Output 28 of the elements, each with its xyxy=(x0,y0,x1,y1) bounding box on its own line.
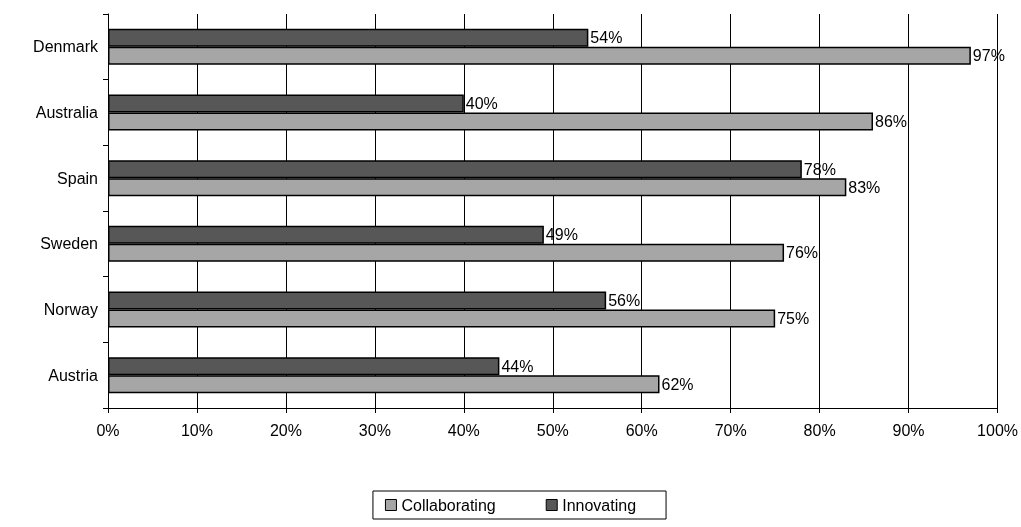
x-tick-label: 90% xyxy=(892,421,925,439)
x-tick-label: 30% xyxy=(358,421,391,439)
data-label: 62% xyxy=(661,375,694,393)
y-tick-label: Denmark xyxy=(33,38,99,56)
data-label: 56% xyxy=(608,292,641,309)
x-tick-label: 70% xyxy=(714,421,747,439)
x-tick-label: 80% xyxy=(803,421,836,439)
x-tick-label: 40% xyxy=(447,421,480,439)
data-label: 44% xyxy=(501,357,534,375)
legend-label: Collaborating xyxy=(401,496,496,514)
data-label: 86% xyxy=(875,113,908,130)
x-tick-label: 20% xyxy=(269,421,302,439)
y-tick-label: Norway xyxy=(43,301,98,318)
x-tick-label: 0% xyxy=(96,421,120,439)
y-tick-label: Spain xyxy=(57,169,98,187)
data-label: 54% xyxy=(590,29,623,47)
data-label: 76% xyxy=(786,244,819,262)
legend-label: Innovating xyxy=(562,496,637,514)
y-tick-label: Australia xyxy=(35,104,99,121)
y-tick-label: Sweden xyxy=(40,235,98,253)
data-label: 75% xyxy=(777,310,810,327)
y-tick-label: Austria xyxy=(48,366,99,384)
x-tick-label: 60% xyxy=(625,421,658,439)
x-tick-label: 50% xyxy=(536,421,569,439)
data-label: 83% xyxy=(848,178,881,196)
x-tick-label: 10% xyxy=(180,421,213,439)
data-label: 40% xyxy=(465,95,498,112)
x-tick-label: 100% xyxy=(977,421,1018,439)
